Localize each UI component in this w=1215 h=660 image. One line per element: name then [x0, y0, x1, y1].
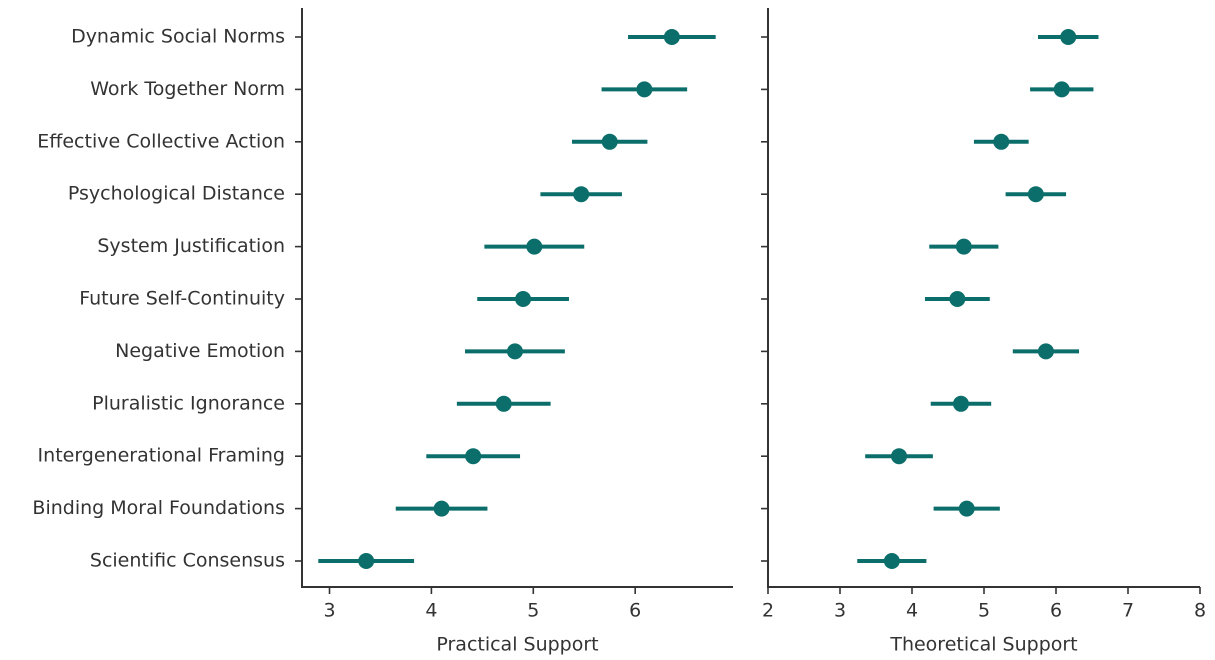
- y-tick-label: Psychological Distance: [68, 183, 285, 205]
- dot: [1053, 81, 1070, 98]
- dot: [506, 343, 523, 360]
- y-tick-label: Pluralistic Ignorance: [92, 392, 285, 414]
- dot: [663, 29, 680, 45]
- x-tick-label: 3: [834, 600, 846, 622]
- x-axis-label: Theoretical Support: [889, 634, 1077, 656]
- dot: [993, 133, 1010, 150]
- dot: [1060, 29, 1077, 45]
- y-tick-label: Negative Emotion: [115, 340, 285, 362]
- y-tick-label: Work Together Norm: [90, 78, 285, 100]
- dot: [465, 448, 482, 465]
- x-tick-label: 7: [1122, 600, 1134, 622]
- x-tick-label: 5: [978, 600, 990, 622]
- dot: [636, 81, 653, 98]
- y-tick-label: Future Self-Continuity: [79, 288, 285, 310]
- dot: [358, 553, 375, 569]
- x-tick-label: 2: [762, 600, 774, 622]
- y-tick-label: Effective Collective Action: [37, 130, 285, 152]
- dot: [883, 553, 900, 569]
- x-tick-label: 5: [527, 600, 539, 622]
- dot: [891, 448, 908, 465]
- x-tick-label: 8: [1194, 600, 1206, 622]
- dot: [1037, 343, 1054, 360]
- x-tick-label: 3: [323, 600, 335, 622]
- x-axis-label: Practical Support: [436, 634, 598, 656]
- dot: [952, 395, 969, 412]
- y-tick-label: Dynamic Social Norms: [71, 26, 285, 48]
- x-tick-label: 6: [629, 600, 641, 622]
- dot: [495, 395, 512, 412]
- dot: [958, 500, 975, 517]
- dot: [955, 238, 972, 255]
- y-tick-label: Scientific Consensus: [90, 550, 285, 572]
- dot: [573, 186, 590, 203]
- dot: [515, 291, 532, 307]
- y-tick-label: System Justification: [97, 235, 285, 257]
- dot: [526, 238, 543, 255]
- x-tick-label: 6: [1050, 600, 1062, 622]
- y-tick-label: Intergenerational Framing: [38, 445, 285, 467]
- dot: [949, 291, 966, 307]
- x-tick-label: 4: [906, 600, 918, 622]
- dot: [433, 500, 450, 517]
- dot: [1027, 186, 1044, 203]
- dot: [601, 133, 618, 150]
- y-tick-label: Binding Moral Foundations: [32, 497, 285, 519]
- x-tick-label: 4: [425, 600, 437, 622]
